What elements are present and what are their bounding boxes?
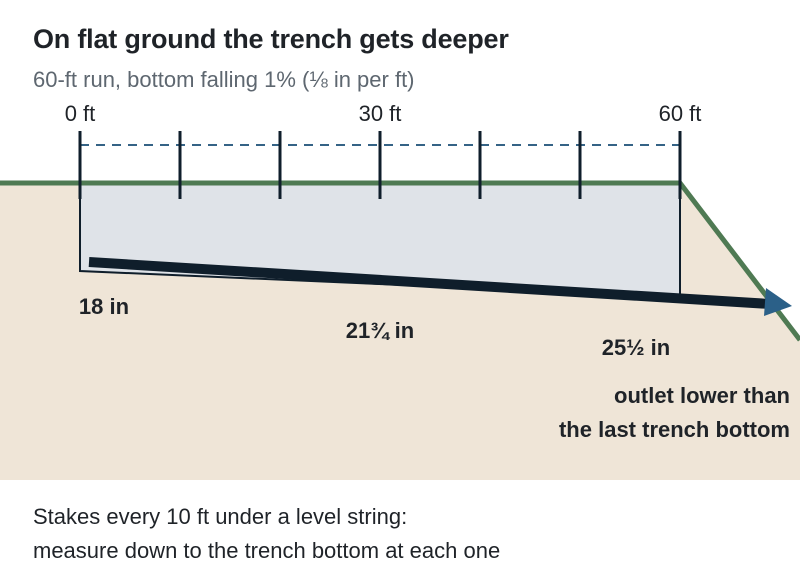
tick-labels: 0 ft 30 ft 60 ft [65, 101, 702, 126]
depth-label-0ft: 18 in [79, 294, 129, 319]
outlet-note-line-1: outlet lower than [614, 383, 790, 408]
tick-label-60ft: 60 ft [659, 101, 702, 126]
flow-arrow-icon [764, 288, 792, 316]
footer-line-1: Stakes every 10 ft under a level string: [33, 504, 408, 529]
depth-labels: 18 in 21¾ in 25½ in [79, 294, 670, 360]
depth-label-60ft: 25½ in [602, 335, 670, 360]
tick-label-0ft: 0 ft [65, 101, 96, 126]
trench-diagram: 0 ft 30 ft 60 ft 18 in 21¾ in 25½ in outlet … [0, 101, 800, 480]
stakes [78, 131, 682, 199]
footer-note: Stakes every 10 ft under a level string:… [33, 500, 500, 568]
depth-label-30ft: 21¾ in [346, 318, 414, 343]
outlet-note-line-2: the last trench bottom [559, 417, 790, 442]
diagram-subtitle: 60-ft run, bottom falling 1% (⅛ in per f… [33, 67, 415, 92]
footer-line-2: measure down to the trench bottom at eac… [33, 538, 501, 563]
diagram-title: On flat ground the trench gets deeper [33, 24, 509, 54]
drain-pipe [88, 257, 771, 309]
tick-label-30ft: 30 ft [359, 101, 402, 126]
